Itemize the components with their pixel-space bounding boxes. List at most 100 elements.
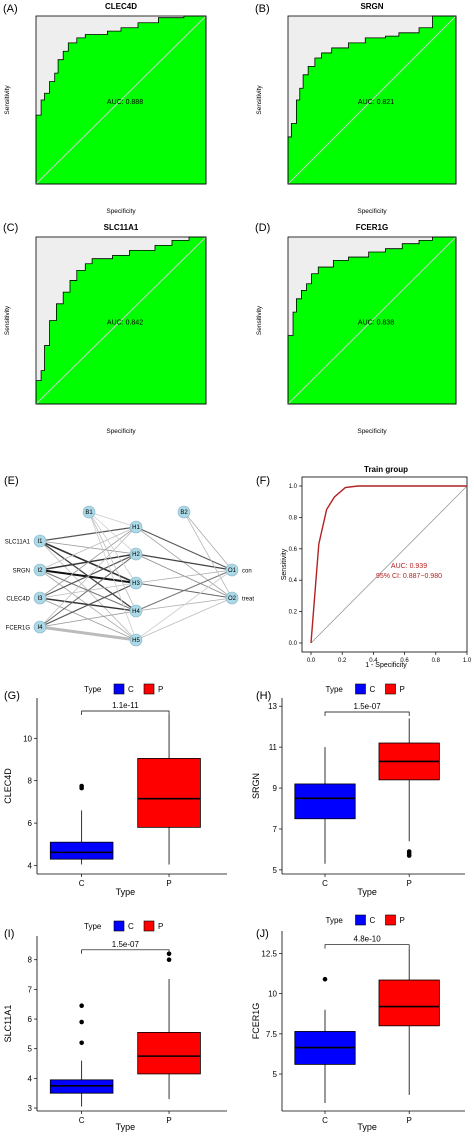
y-tick-label: 7 <box>273 825 278 834</box>
auc-label: AUC: 0.842 <box>107 320 143 327</box>
input-variable-label: SRGN <box>13 569 30 575</box>
input-variable-label: CLEC4D <box>6 597 30 603</box>
legend-swatch-c <box>355 914 366 926</box>
x-tick-label: C <box>79 879 85 888</box>
network-edge <box>88 511 137 584</box>
p-value-label: 1.5e-07 <box>354 702 382 711</box>
network-edge <box>183 511 233 599</box>
network-edge <box>39 526 137 542</box>
legend-label: C <box>370 916 376 925</box>
legend-swatch-p <box>385 914 396 926</box>
network-edge <box>39 526 137 571</box>
y-axis-label: SLC11A1 <box>3 1005 13 1043</box>
plot-border <box>287 15 457 185</box>
network-node-i4 <box>33 620 47 634</box>
plot-border <box>301 476 468 653</box>
y-tick-label: 8 <box>28 956 33 965</box>
outlier-point <box>322 976 328 982</box>
legend-swatch-c <box>113 683 125 695</box>
boxplot-panel-H: (H) Type C P 5 7 9 11 13 C P 1.5e-07 Type SRGN <box>251 683 465 897</box>
p-value-label: 1.5e-07 <box>112 940 140 949</box>
network-edge <box>88 511 137 612</box>
network-edge <box>39 625 137 642</box>
network-edge <box>39 553 137 599</box>
legend-title: Type <box>326 916 344 925</box>
network-node-i1 <box>33 534 47 548</box>
y-tick-label: 5 <box>273 1070 278 1079</box>
node-label: H4 <box>132 609 140 615</box>
network-edge <box>135 597 233 641</box>
x-tick-label: 0.8 <box>432 658 441 664</box>
plot-border <box>287 236 457 405</box>
panel-label: (C) <box>3 222 18 234</box>
roc-panel-C: (C) SLC11A1 AUC: 0.842 Specificity Sensitivi… <box>3 222 207 435</box>
network-edge <box>135 569 233 584</box>
network-edge <box>135 553 233 599</box>
y-axis-label: Sensitivity <box>4 85 11 115</box>
outlier-point <box>79 783 84 789</box>
y-tick-label: 12.5 <box>261 950 277 959</box>
roc-panel-B: (B) SRGN AUC: 0.821 Specificity Sensitivity <box>255 2 457 215</box>
auc-label: AUC: 0.838 <box>358 320 394 327</box>
y-tick-label: 6 <box>28 1015 33 1024</box>
network-edge <box>88 511 137 555</box>
auc-label: AUC: 0.888 <box>107 99 143 106</box>
x-axis-label: Type <box>116 1122 136 1132</box>
node-label: B2 <box>180 510 188 516</box>
network-edge <box>135 569 233 612</box>
panel-label: (G) <box>4 690 20 702</box>
network-node-b2 <box>177 505 191 519</box>
x-tick-label: 0.6 <box>400 658 409 664</box>
output-class-label: treat <box>242 597 254 603</box>
p-value-label: 1.1e-11 <box>112 701 139 710</box>
y-axis-label: CLEC4D <box>3 768 13 804</box>
y-tick-label: 8 <box>28 777 33 786</box>
network-panel-E: (E) I1 SLC11A1 I2 SRGN I3 CLEC4D I4 FCER1G B1 H1 H2… <box>4 475 254 647</box>
input-variable-label: FCER1G <box>6 626 31 632</box>
legend-label: C <box>128 685 134 694</box>
node-label: I1 <box>37 539 43 545</box>
significance-bracket <box>324 944 410 949</box>
network-edge <box>135 526 233 571</box>
chart-title: FCER1G <box>356 223 388 232</box>
node-label: I4 <box>37 625 43 631</box>
roc-panel-A: (A) CLEC4D AUC: 0.888 Specificity Sensitivit… <box>3 2 207 215</box>
legend-swatch-p <box>143 920 155 932</box>
y-tick-label: 5 <box>273 866 278 875</box>
legend-swatch-p <box>385 683 396 695</box>
y-tick-label: 0.6 <box>289 547 298 553</box>
legend-label: C <box>128 922 134 931</box>
box-p <box>378 979 440 1027</box>
network-node-h1 <box>129 520 143 534</box>
network-node-h3 <box>129 576 143 590</box>
x-tick-label: 1.0 <box>463 658 472 664</box>
outlier-point <box>166 957 172 963</box>
x-axis-label: Specificity <box>357 208 387 215</box>
node-label: I3 <box>37 596 43 602</box>
train-roc-panel-F: (F) Train group 0.0 0.2 0.4 0.6 0.8 1.0 0.0 0.2 0.… <box>256 465 472 669</box>
x-tick-label: 0.2 <box>338 658 347 664</box>
network-edge <box>39 540 137 555</box>
node-label: H3 <box>132 581 140 587</box>
x-tick-label: P <box>166 879 171 888</box>
y-tick-label: 9 <box>273 784 278 793</box>
network-edge <box>88 511 137 641</box>
network-edge <box>39 610 137 628</box>
plot-border <box>35 236 207 405</box>
significance-bracket <box>324 711 410 716</box>
legend-swatch-p <box>143 683 155 695</box>
panel-label: (E) <box>4 475 19 487</box>
x-tick-label: P <box>407 879 412 888</box>
boxplot-panel-G: (G) Type C P 4 6 8 10 C P 1.1e-11 Type CLEC4D <box>3 683 227 897</box>
legend-label: P <box>400 916 405 925</box>
outlier-point <box>79 1003 84 1009</box>
legend-label: P <box>158 922 163 931</box>
x-axis-label: 1 - Specificity <box>365 662 407 669</box>
x-tick-label: C <box>322 879 328 888</box>
x-axis-label: Specificity <box>106 208 136 215</box>
panel-label: (J) <box>256 928 269 940</box>
legend-label: P <box>400 685 405 694</box>
chart-title: SRGN <box>360 2 383 11</box>
node-label: H2 <box>132 552 140 558</box>
